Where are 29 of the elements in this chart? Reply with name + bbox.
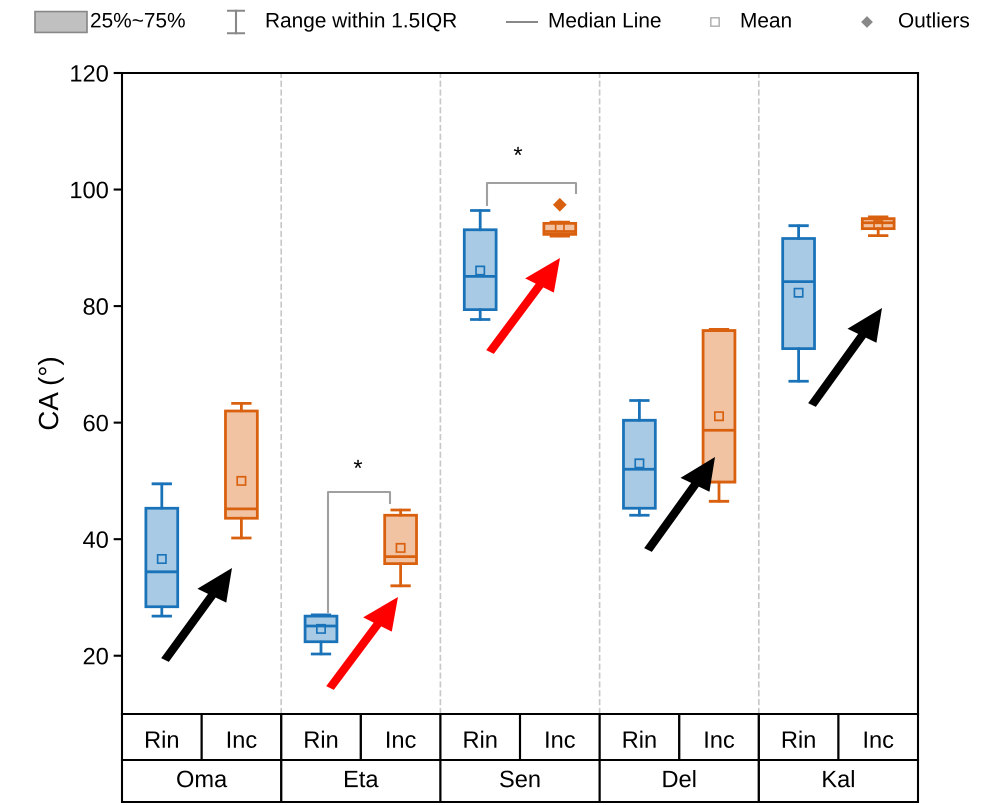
text: 25%~75% bbox=[91, 12, 185, 28]
text: Sen bbox=[500, 770, 540, 788]
x-tick-label: Rin bbox=[464, 730, 496, 748]
text: Mean bbox=[742, 13, 791, 28]
y-tick-label: 100 bbox=[71, 182, 108, 198]
x-tick-label: Inc bbox=[228, 732, 257, 748]
x-tick-label: Rin bbox=[146, 730, 178, 748]
annotation: * bbox=[514, 146, 522, 156]
x-tick-label: Rin bbox=[624, 730, 656, 748]
x-tick-label: Inc bbox=[546, 732, 575, 748]
x-tick-label: Inc bbox=[864, 732, 894, 748]
text: Outliers bbox=[898, 12, 970, 28]
y-tick-label: 80 bbox=[84, 298, 108, 315]
x-tick-label: Rin bbox=[782, 730, 815, 748]
text: Del bbox=[663, 770, 696, 788]
x-tick-label: Inc bbox=[387, 732, 416, 748]
text: Median Line bbox=[550, 12, 661, 28]
text: Eta bbox=[345, 770, 379, 788]
y-tick-label: 120 bbox=[71, 65, 108, 82]
text: Oma bbox=[177, 770, 228, 788]
y-tick-label: 20 bbox=[84, 648, 108, 665]
annotation: * bbox=[354, 460, 362, 468]
text: Range within 1.5IQR bbox=[266, 12, 456, 32]
text: Kal bbox=[823, 770, 854, 788]
y-tick-label: 40 bbox=[83, 531, 108, 548]
y-tick-label: 60 bbox=[84, 414, 108, 432]
x-tick-label: Rin bbox=[305, 730, 338, 748]
y-axis-title: CA (°) bbox=[38, 358, 64, 430]
x-tick-label: Inc bbox=[705, 732, 734, 748]
